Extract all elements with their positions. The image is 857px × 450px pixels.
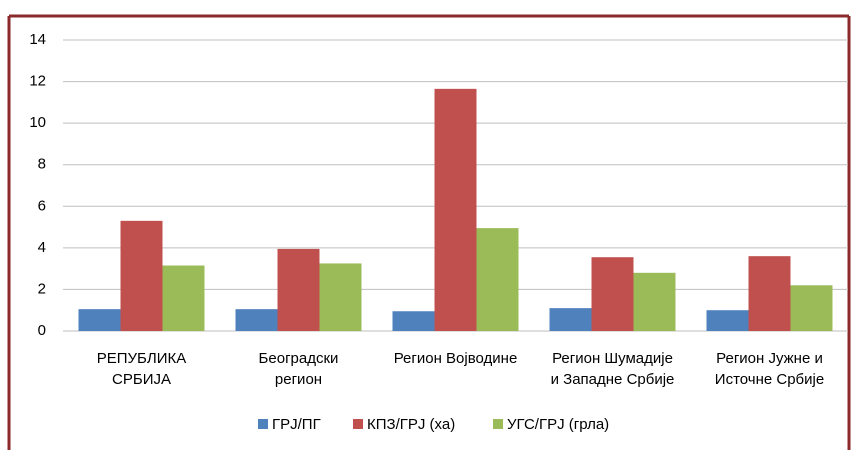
x-tick-label: Београдски регион — [258, 350, 339, 388]
y-tick-label: 8 — [38, 156, 46, 173]
bar — [706, 310, 749, 331]
x-tick-label: РЕПУБЛИКА СРБИЈА — [96, 350, 187, 388]
legend-label: ГРЈ/ПГ — [272, 416, 321, 433]
bar — [790, 285, 833, 331]
y-tick-label: 12 — [29, 73, 46, 90]
bar — [162, 265, 205, 331]
legend-swatch — [258, 419, 268, 429]
bar — [319, 263, 362, 331]
bar — [591, 257, 634, 331]
bar — [549, 308, 592, 331]
y-tick-label: 2 — [38, 280, 46, 297]
bar — [235, 309, 278, 331]
legend-label: УГС/ГРЈ (грла) — [507, 416, 609, 433]
y-tick-label: 0 — [38, 322, 46, 339]
y-tick-label: 4 — [38, 239, 46, 256]
legend-label: КПЗ/ГРЈ (ха) — [367, 416, 455, 433]
bar — [633, 272, 676, 331]
bar — [476, 228, 519, 331]
bar — [392, 311, 435, 331]
x-tick-label: Регион Војводине — [393, 350, 518, 367]
legend-swatch — [493, 419, 503, 429]
y-tick-label: 14 — [29, 31, 46, 48]
bar — [120, 220, 163, 331]
bar — [748, 256, 791, 331]
x-tick-label: Регион Шумадије и Западне Србије — [550, 350, 675, 388]
y-tick-label: 10 — [29, 114, 46, 131]
y-tick-label: 6 — [38, 197, 46, 214]
bar — [277, 248, 320, 331]
bar — [434, 88, 477, 331]
bar — [78, 309, 121, 331]
legend-swatch — [353, 419, 363, 429]
x-tick-label: Регион Јужне и Источне Србије — [714, 350, 825, 388]
